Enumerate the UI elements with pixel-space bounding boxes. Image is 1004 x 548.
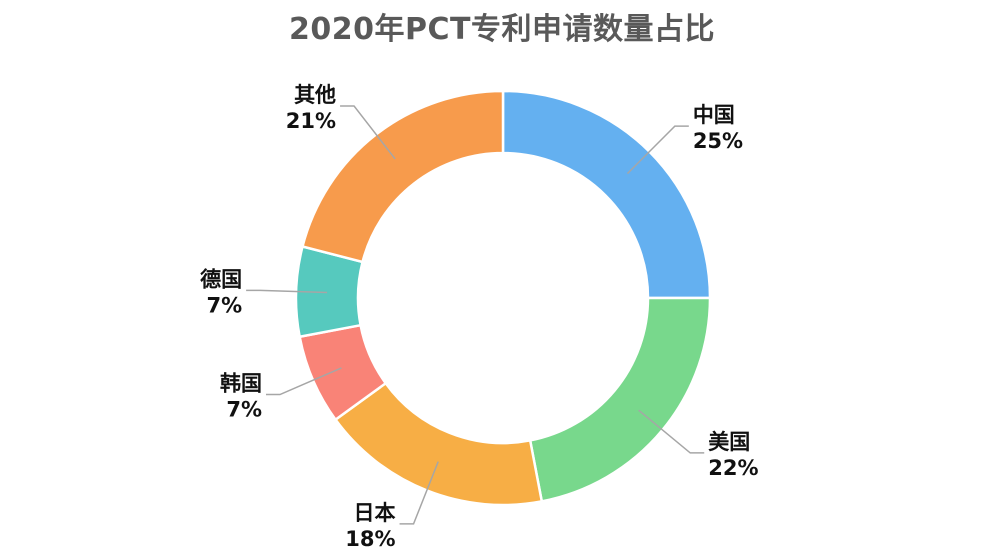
slice-label-value-2: 22%	[708, 456, 758, 480]
chart-title: 2020年PCT专利申请数量占比	[289, 12, 715, 47]
leader-lines	[246, 105, 705, 525]
slice-label-value-6: 21%	[286, 109, 336, 133]
leader-line-2	[638, 409, 705, 454]
leader-line-6	[340, 105, 396, 160]
slice-label-category-5: 德国	[200, 267, 242, 291]
leader-line-3	[399, 461, 439, 525]
slice-3	[333, 381, 544, 507]
slice-2	[528, 296, 712, 503]
slice-label-category-2: 美国	[708, 430, 750, 454]
slice-label-value-3: 18%	[345, 527, 395, 548]
slice-label-category-3: 日本	[354, 501, 396, 525]
slice-label-category-6: 其他	[294, 83, 336, 107]
slice-1	[501, 89, 712, 300]
slice-label-value-4: 7%	[226, 398, 262, 422]
slice-label-category-4: 韩国	[220, 372, 262, 396]
donut-slices	[294, 89, 712, 507]
slice-label-category-1: 中国	[693, 103, 735, 127]
slice-label-value-5: 7%	[206, 293, 242, 317]
leader-line-4	[265, 367, 342, 396]
leader-line-1	[626, 125, 689, 175]
slice-6	[300, 89, 505, 264]
slice-label-value-1: 25%	[693, 129, 743, 153]
leader-line-5	[246, 289, 328, 294]
